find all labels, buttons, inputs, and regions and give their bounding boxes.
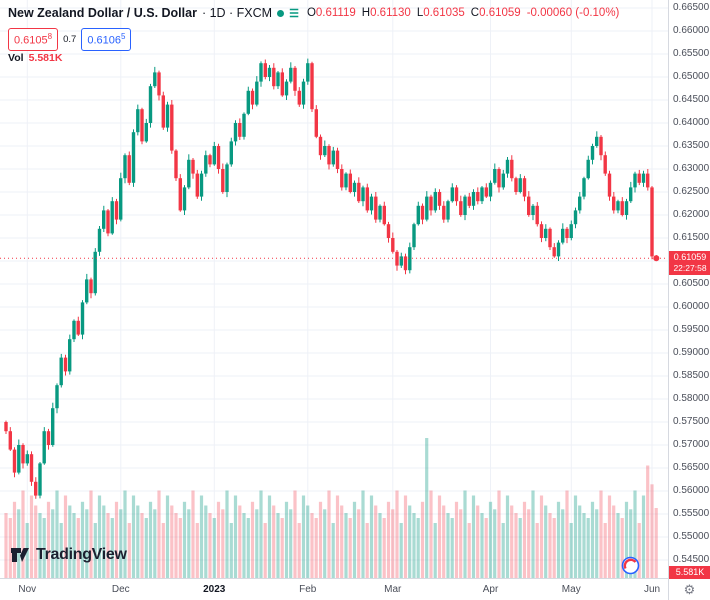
volume-bars <box>4 438 658 578</box>
volume-value: 5.581K <box>28 52 63 64</box>
time-axis-label: Jun <box>643 584 661 595</box>
price-axis-label: 0.60500 <box>673 278 710 289</box>
buy-price: 0.6106 <box>87 34 121 47</box>
bar-countdown: 22:27:58 <box>673 262 707 273</box>
time-axis-label: Feb <box>299 584 317 595</box>
time-axis-label: Mar <box>384 584 402 595</box>
candlestick-chart[interactable]: New Zealand Dollar / U.S. Dollar · 1D · … <box>0 0 668 578</box>
price-axis-label: 0.62000 <box>673 209 710 220</box>
time-axis-label: Apr <box>482 584 499 595</box>
gear-icon[interactable]: ⚙ <box>683 582 696 597</box>
last-price-marker <box>653 255 660 262</box>
price-axis-label: 0.56000 <box>673 485 710 496</box>
price-axis-label: 0.65000 <box>673 71 710 82</box>
last-price-badge: 0.61059 22:27:58 <box>669 250 710 275</box>
price-axis-label: 0.55000 <box>673 531 710 542</box>
price-axis-label: 0.55500 <box>673 508 710 519</box>
price-axis[interactable]: 0.61059 22:27:58 5.581K 0.66500 0.66000 0.… <box>668 0 710 579</box>
price-axis-label: 0.56500 <box>673 462 710 473</box>
time-axis-label: May <box>561 584 581 595</box>
symbol-title[interactable]: New Zealand Dollar / U.S. Dollar <box>8 6 197 20</box>
time-axis-label: Dec <box>111 584 130 595</box>
price-axis-label: 0.62500 <box>673 186 710 197</box>
sell-price-sup: 8 <box>47 32 53 41</box>
volume-label: Vol <box>8 52 24 64</box>
price-axis-label: 0.65500 <box>673 48 710 59</box>
price-axis-label: 0.54500 <box>673 554 710 565</box>
price-axis-label: 0.59500 <box>673 324 710 335</box>
change-value: -0.00060 (-0.10%) <box>526 7 620 19</box>
buy-price-button[interactable]: 0.61065 <box>81 28 132 51</box>
price-axis-label: 0.63000 <box>673 163 710 174</box>
last-price-line <box>0 255 668 262</box>
tradingview-wordmark: TradingView <box>36 546 127 563</box>
chart-canvas[interactable] <box>0 0 668 578</box>
price-axis-label: 0.58000 <box>673 393 710 404</box>
quote-row: 0.61058 0.7 0.61065 <box>8 28 132 51</box>
price-axis-label: 0.64500 <box>673 94 710 105</box>
price-axis-label: 0.66000 <box>673 25 710 36</box>
sell-price-button[interactable]: 0.61058 <box>8 28 59 51</box>
price-axis-label: 0.66500 <box>673 2 710 13</box>
price-axis-label: 0.57000 <box>673 439 710 450</box>
price-axis-label: 0.57500 <box>673 416 710 427</box>
tradingview-mark-icon <box>11 548 29 562</box>
ohlc-readout: O0.61119 H0.61130 L0.61035 C0.61059 -0.0… <box>307 7 619 19</box>
spread-value: 0.7 <box>63 33 77 45</box>
chart-legend: New Zealand Dollar / U.S. Dollar · 1D · … <box>8 6 619 20</box>
grid-lines <box>0 0 668 578</box>
volume-axis-badge: 5.581K <box>669 566 710 579</box>
time-axis-label: 2023 <box>203 584 226 595</box>
quote-list-icon[interactable]: ☰ <box>289 7 299 20</box>
volume-legend: Vol 5.581K <box>8 52 62 64</box>
ohlc-open: O0.61119 <box>306 7 356 19</box>
candles <box>4 58 658 499</box>
ohlc-high: H0.61130 <box>361 7 411 19</box>
tradingview-logo[interactable]: TradingView <box>10 545 127 565</box>
market-status-dot-icon <box>277 9 285 17</box>
price-axis-label: 0.60000 <box>673 301 710 312</box>
time-axis-label: Nov <box>18 584 37 595</box>
price-axis-label: 0.58500 <box>673 370 710 381</box>
time-axis[interactable]: Nov Dec 2023 Feb Mar Apr May Jun <box>0 578 668 600</box>
price-axis-label: 0.59000 <box>673 347 710 358</box>
price-axis-label: 0.61500 <box>673 232 710 243</box>
sell-price: 0.6105 <box>14 34 48 47</box>
axis-settings-corner: ⚙ <box>668 578 710 600</box>
broker-logo-icon[interactable] <box>621 556 640 575</box>
price-axis-label: 0.63500 <box>673 140 710 151</box>
ohlc-close: C0.61059 <box>470 7 521 19</box>
price-axis-label: 0.64000 <box>673 117 710 128</box>
last-price-value: 0.61059 <box>673 251 707 262</box>
ohlc-low: L0.61035 <box>416 7 465 19</box>
buy-price-sup: 5 <box>120 32 126 41</box>
symbol-meta[interactable]: · 1D · FXCM <box>201 6 273 20</box>
